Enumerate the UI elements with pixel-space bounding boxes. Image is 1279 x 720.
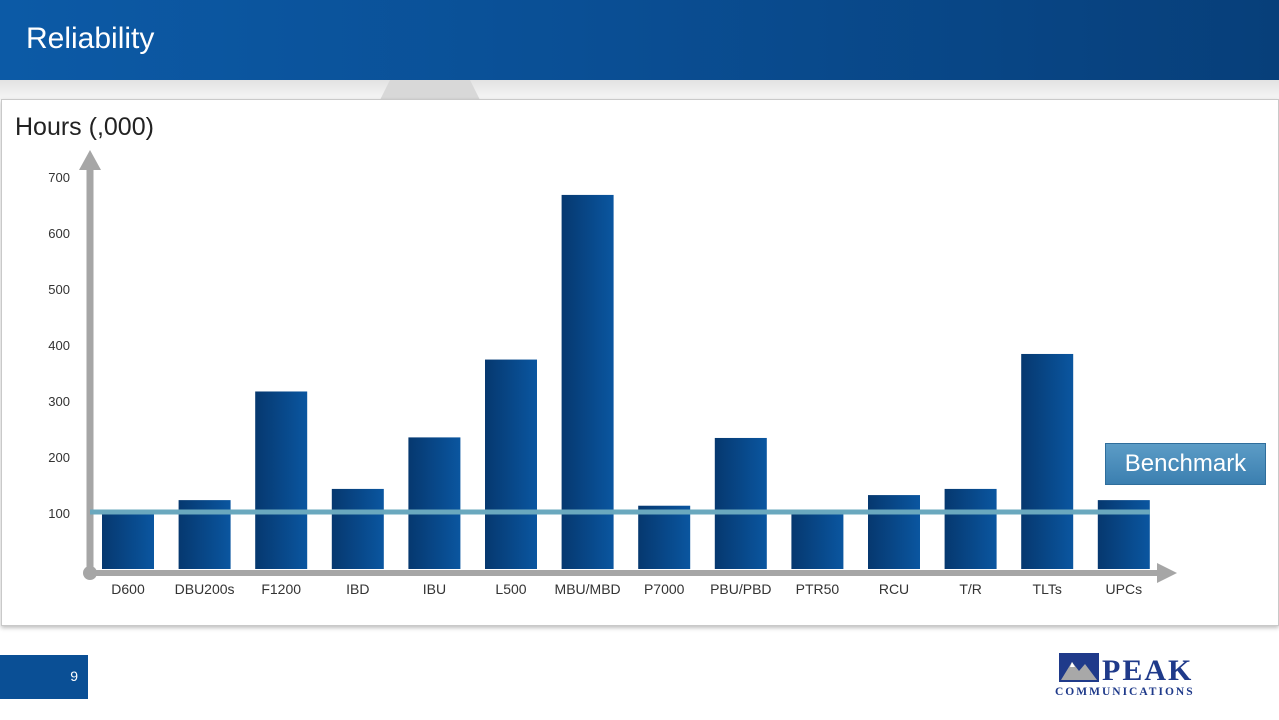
bar xyxy=(638,505,691,569)
bar xyxy=(944,488,997,569)
bar xyxy=(868,495,920,569)
y-tick-label: 100 xyxy=(48,506,70,521)
y-axis-arrow xyxy=(79,150,101,170)
bar xyxy=(1021,353,1074,569)
bar xyxy=(485,359,537,569)
header-shadow xyxy=(0,80,1279,100)
chart-title: Hours (,000) xyxy=(15,113,154,141)
x-tick-label: TLTs xyxy=(1033,581,1062,597)
x-tick-label: T/R xyxy=(959,581,982,597)
x-tick-label: RCU xyxy=(879,581,909,597)
x-tick-label: MBU/MBD xyxy=(555,581,621,597)
x-tick-label: F1200 xyxy=(261,581,301,597)
x-axis xyxy=(90,563,1177,583)
y-axis xyxy=(79,150,101,580)
bar xyxy=(102,513,154,569)
y-tick-label: 500 xyxy=(48,282,70,297)
y-tick-label: 300 xyxy=(48,394,70,409)
x-tick-label: IBU xyxy=(423,581,446,597)
benchmark-label: Benchmark xyxy=(1105,443,1266,485)
page-number: 9 xyxy=(70,668,78,684)
x-tick-label: DBU200s xyxy=(175,581,235,597)
x-tick-label: UPCs xyxy=(1106,581,1143,597)
logo-mountain-icon xyxy=(1061,662,1097,680)
bar xyxy=(255,391,308,569)
x-tick-label: PTR50 xyxy=(796,581,840,597)
x-axis-arrow xyxy=(1157,563,1177,583)
bar xyxy=(561,194,614,570)
bar xyxy=(408,437,461,569)
y-tick-label: 700 xyxy=(48,170,70,185)
x-tick-label: D600 xyxy=(111,581,145,597)
y-tick-label: 200 xyxy=(48,450,70,465)
bar xyxy=(791,510,844,569)
logo-name: PEAK xyxy=(1102,654,1193,687)
y-tick-label: 600 xyxy=(48,226,70,241)
bar xyxy=(714,437,767,569)
x-tick-label: PBU/PBD xyxy=(710,581,771,597)
slide-title: Reliability xyxy=(26,22,155,55)
x-tick-label: P7000 xyxy=(644,581,685,597)
bar xyxy=(331,488,384,569)
page-number-badge: 9 xyxy=(0,655,88,699)
x-tick-label: IBD xyxy=(346,581,369,597)
title-bar: Reliability xyxy=(0,0,1279,80)
company-logo: PEAK COMMUNICATIONS xyxy=(1055,653,1195,698)
header-notch xyxy=(380,80,480,100)
logo-tagline: COMMUNICATIONS xyxy=(1055,686,1195,698)
y-tick-label: 400 xyxy=(48,338,70,353)
x-tick-label: L500 xyxy=(495,581,526,597)
